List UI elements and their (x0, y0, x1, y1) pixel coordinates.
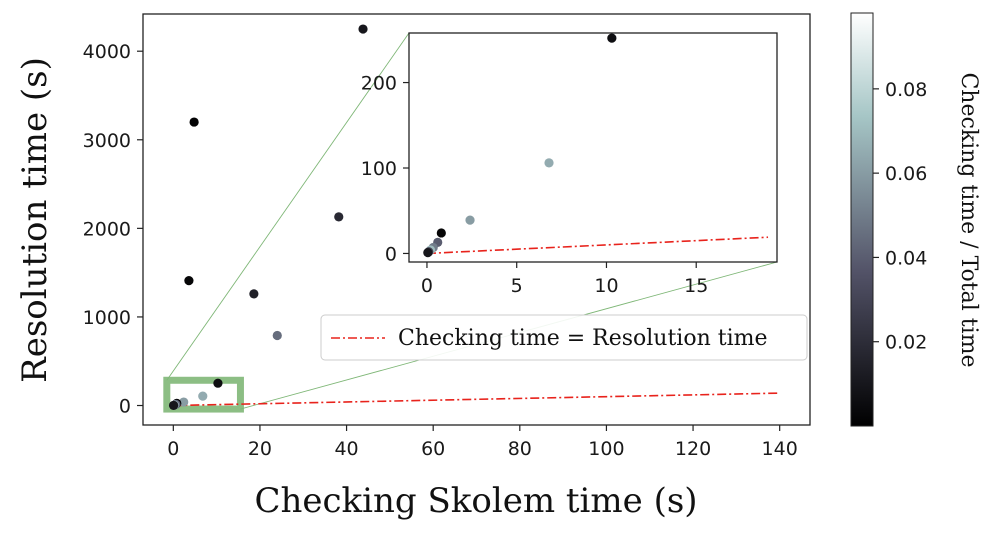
y-tick-label: 2000 (83, 218, 131, 240)
inset-x-tick-label: 0 (421, 275, 433, 297)
colorbar-ticks: 0.02 0.04 0.06 0.08 (873, 79, 927, 354)
zoom-connector-line (166, 32, 410, 381)
legend: Checking time = Resolution time (320, 314, 808, 361)
scatter-point (272, 330, 282, 341)
inset-y-tick-label: 100 (361, 158, 397, 180)
x-tick-label: 120 (675, 438, 711, 460)
x-tick-label: 40 (334, 438, 358, 460)
scatter-point (358, 24, 368, 34)
scatter-point (213, 378, 223, 388)
x-tick-label: 100 (588, 438, 624, 460)
x-tick-label: 60 (421, 438, 445, 460)
zoom-region-box (163, 376, 244, 413)
colorbar (850, 12, 874, 427)
legend-box (320, 314, 808, 361)
inset-y-tick-label: 0 (385, 243, 397, 265)
inset-y-axis-ticks: 0 100 200 (361, 73, 409, 265)
x-tick-label: 20 (248, 438, 272, 460)
main-scatter-points (168, 24, 368, 411)
inset-plot-area (408, 32, 778, 263)
scatter-point (334, 212, 344, 222)
reference-line-inset (426, 236, 769, 255)
scatter-point (189, 117, 199, 127)
scatter-point (249, 289, 259, 299)
colorbar-tick-label: 0.08 (885, 79, 927, 101)
x-tick-label: 0 (167, 438, 179, 460)
colorbar-tick-label: 0.02 (885, 332, 927, 354)
x-axis-label: Checking Skolem time (s) (254, 481, 697, 521)
inset-scatter-point (436, 228, 446, 238)
y-axis-label: Resolution time (s) (15, 57, 55, 383)
colorbar-tick-label: 0.06 (885, 163, 927, 185)
inset-scatter-points (423, 33, 617, 258)
inset-x-tick-label: 10 (594, 275, 618, 297)
scatter-point (168, 400, 179, 411)
inset-x-axis-ticks: 0 5 10 15 (421, 262, 708, 297)
scatter-point (198, 391, 208, 401)
scatter-point (184, 276, 194, 286)
y-tick-label: 3000 (83, 130, 131, 152)
inset-x-tick-label: 5 (511, 275, 523, 297)
inset-scatter-point (465, 215, 475, 225)
inset-y-tick-label: 200 (361, 73, 397, 95)
reference-line-main (173, 392, 780, 407)
y-tick-label: 4000 (83, 41, 131, 63)
inset-scatter-point (544, 158, 554, 168)
inset-x-tick-label: 15 (684, 275, 708, 297)
legend-entry-label: Checking time = Resolution time (398, 326, 768, 351)
main-x-axis-ticks: 0 20 40 60 80 100 120 140 (167, 425, 798, 460)
x-tick-label: 80 (508, 438, 532, 460)
scatter-point (179, 397, 189, 407)
main-y-axis-ticks: 0 1000 2000 3000 4000 (83, 41, 143, 418)
colorbar-tick-label: 0.04 (885, 247, 927, 269)
x-tick-label: 140 (762, 438, 798, 460)
colorbar-label: Checking time / Total time (956, 72, 981, 367)
y-tick-label: 0 (119, 396, 131, 418)
y-tick-label: 1000 (83, 307, 131, 329)
inset-scatter-point (423, 248, 433, 258)
inset-scatter-point (607, 33, 617, 43)
